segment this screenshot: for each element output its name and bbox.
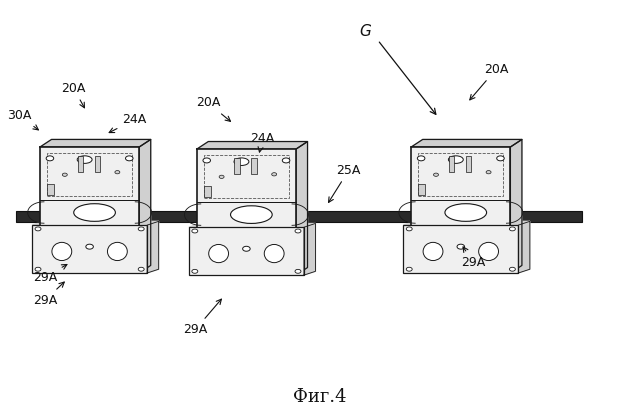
Polygon shape bbox=[16, 211, 582, 222]
Ellipse shape bbox=[479, 242, 499, 260]
Polygon shape bbox=[147, 221, 159, 273]
Ellipse shape bbox=[209, 244, 228, 262]
Polygon shape bbox=[403, 225, 518, 273]
Ellipse shape bbox=[449, 156, 463, 163]
Polygon shape bbox=[32, 221, 159, 225]
Text: 20A: 20A bbox=[470, 63, 508, 100]
Polygon shape bbox=[418, 184, 425, 195]
Text: 29A: 29A bbox=[461, 247, 486, 269]
Polygon shape bbox=[197, 142, 308, 149]
Circle shape bbox=[497, 156, 504, 161]
Polygon shape bbox=[304, 223, 316, 275]
Polygon shape bbox=[189, 223, 316, 227]
Ellipse shape bbox=[445, 204, 486, 221]
Polygon shape bbox=[234, 158, 240, 174]
Text: G: G bbox=[359, 24, 371, 39]
Polygon shape bbox=[77, 156, 83, 172]
Polygon shape bbox=[466, 156, 471, 172]
Polygon shape bbox=[40, 139, 151, 147]
Polygon shape bbox=[95, 156, 100, 172]
Circle shape bbox=[282, 158, 290, 163]
Polygon shape bbox=[197, 149, 296, 275]
Text: Фиг.4: Фиг.4 bbox=[293, 388, 347, 406]
Polygon shape bbox=[47, 184, 54, 195]
Text: 24A: 24A bbox=[250, 132, 275, 152]
Circle shape bbox=[138, 227, 144, 231]
Circle shape bbox=[46, 156, 54, 161]
Text: 30A: 30A bbox=[7, 109, 38, 130]
Circle shape bbox=[35, 227, 41, 231]
Ellipse shape bbox=[234, 158, 249, 165]
Polygon shape bbox=[518, 221, 530, 273]
Circle shape bbox=[115, 171, 120, 174]
Circle shape bbox=[486, 171, 491, 174]
Circle shape bbox=[509, 267, 515, 271]
Circle shape bbox=[417, 156, 425, 161]
Circle shape bbox=[295, 229, 301, 233]
Polygon shape bbox=[449, 156, 454, 172]
Circle shape bbox=[457, 244, 465, 249]
Polygon shape bbox=[189, 227, 304, 275]
Circle shape bbox=[192, 229, 198, 233]
Polygon shape bbox=[511, 139, 522, 273]
Circle shape bbox=[272, 173, 276, 176]
Polygon shape bbox=[403, 221, 530, 225]
Polygon shape bbox=[40, 147, 140, 273]
Circle shape bbox=[509, 227, 515, 231]
Text: 29A: 29A bbox=[183, 299, 221, 336]
Circle shape bbox=[295, 269, 301, 273]
Ellipse shape bbox=[423, 242, 443, 260]
Polygon shape bbox=[204, 186, 211, 197]
Circle shape bbox=[433, 173, 438, 176]
Ellipse shape bbox=[108, 242, 127, 260]
Circle shape bbox=[35, 267, 41, 271]
Circle shape bbox=[86, 244, 93, 249]
Text: 25A: 25A bbox=[328, 164, 361, 202]
Text: 20A: 20A bbox=[61, 82, 86, 108]
Text: 29A: 29A bbox=[33, 265, 67, 284]
Text: 29A: 29A bbox=[33, 282, 64, 307]
Ellipse shape bbox=[52, 242, 72, 260]
Polygon shape bbox=[412, 147, 511, 273]
Circle shape bbox=[62, 173, 67, 176]
Polygon shape bbox=[140, 139, 151, 273]
Circle shape bbox=[406, 267, 412, 271]
Circle shape bbox=[138, 267, 144, 271]
Circle shape bbox=[192, 269, 198, 273]
Ellipse shape bbox=[230, 206, 272, 223]
Ellipse shape bbox=[74, 204, 115, 221]
Ellipse shape bbox=[77, 156, 92, 163]
Circle shape bbox=[125, 156, 133, 161]
Circle shape bbox=[406, 227, 412, 231]
Ellipse shape bbox=[264, 244, 284, 262]
Polygon shape bbox=[252, 158, 257, 174]
Polygon shape bbox=[32, 225, 147, 273]
Circle shape bbox=[203, 158, 211, 163]
Text: 20A: 20A bbox=[196, 97, 230, 121]
Circle shape bbox=[243, 246, 250, 251]
Text: 24A: 24A bbox=[109, 113, 147, 133]
Polygon shape bbox=[296, 142, 308, 275]
Polygon shape bbox=[412, 139, 522, 147]
Circle shape bbox=[219, 175, 224, 178]
